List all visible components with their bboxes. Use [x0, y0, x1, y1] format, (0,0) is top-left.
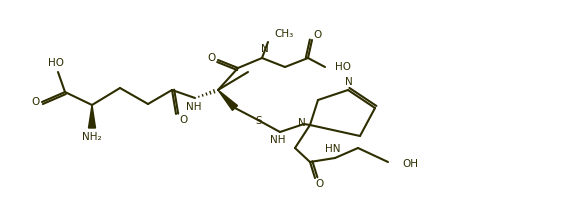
Text: HO: HO [48, 58, 64, 68]
Text: N: N [298, 118, 306, 128]
Text: HN: HN [325, 144, 341, 154]
Text: HO: HO [335, 62, 351, 72]
Text: S: S [256, 116, 262, 126]
Text: O: O [180, 115, 188, 125]
Text: NH: NH [186, 102, 202, 112]
Text: O: O [208, 53, 216, 63]
Text: OH: OH [402, 159, 418, 169]
Polygon shape [218, 90, 238, 110]
Text: O: O [314, 30, 322, 40]
Polygon shape [88, 105, 96, 128]
Text: NH₂: NH₂ [82, 132, 102, 142]
Text: O: O [316, 179, 324, 189]
Text: O: O [32, 97, 40, 107]
Text: CH₃: CH₃ [274, 29, 293, 39]
Text: N: N [345, 77, 353, 87]
Text: NH: NH [270, 135, 286, 145]
Text: N: N [261, 44, 269, 54]
